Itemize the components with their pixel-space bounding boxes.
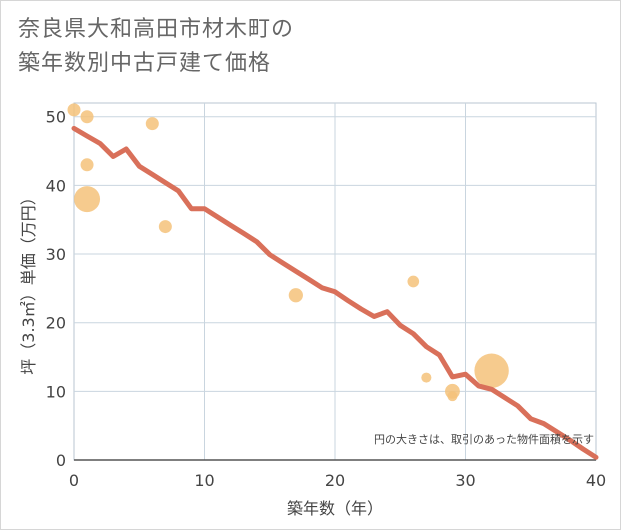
y-tick-label: 20 (46, 314, 66, 333)
x-tick-label: 0 (69, 471, 79, 490)
y-tick-label: 10 (46, 382, 66, 401)
data-bubble (158, 220, 172, 234)
x-tick-label: 20 (325, 471, 345, 490)
data-bubble (421, 372, 432, 383)
trend-line (71, 125, 599, 460)
y-tick-label: 30 (46, 245, 66, 264)
data-bubble (474, 353, 509, 388)
bubble-layer (67, 103, 509, 402)
x-tick-label: 40 (586, 471, 606, 490)
chart-title: 奈良県大和高田市材木町の 築年数別中古戸建て価格 (18, 13, 598, 81)
data-bubble (67, 103, 81, 117)
x-tick-label: 10 (194, 471, 214, 490)
y-axis-label: 坪（3.3㎡）単価（万円） (19, 189, 38, 374)
y-tick-label: 50 (46, 108, 66, 127)
tick-labels: 0 10 20 30 40 0 10 20 30 40 50 (46, 108, 607, 490)
data-bubble (447, 391, 458, 402)
chart-title-line-2: 築年数別中古戸建て価格 (18, 51, 272, 76)
data-bubble (80, 110, 94, 124)
y-tick-label: 40 (46, 176, 66, 195)
x-tick-label: 30 (455, 471, 475, 490)
y-tick-label: 0 (56, 451, 66, 470)
data-bubble (80, 158, 94, 172)
data-bubble (145, 117, 159, 131)
data-bubble (74, 186, 101, 213)
chart-title-line-1: 奈良県大和高田市材木町の (18, 17, 295, 42)
data-bubble (288, 288, 303, 303)
x-axis-label: 築年数（年） (287, 499, 383, 518)
data-bubble (407, 275, 420, 288)
bubble-size-note: 円の大きさは、取引のあった物件面積を示す (374, 432, 594, 446)
trend-layer (71, 125, 599, 460)
